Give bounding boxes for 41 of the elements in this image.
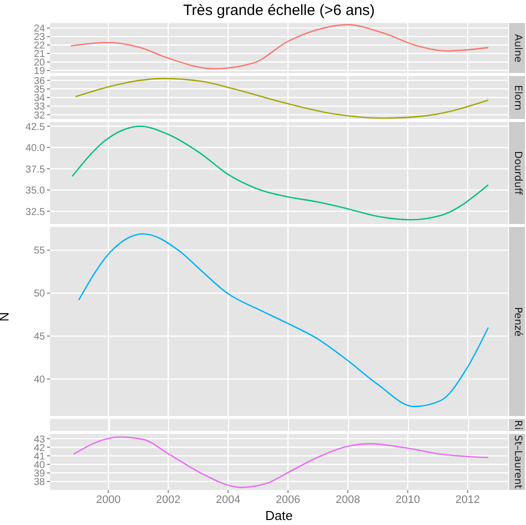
y-tick-label: 19	[34, 66, 46, 78]
text: Ri	[511, 420, 523, 430]
x-tick-label: 2000	[96, 494, 121, 506]
text: Dourduff	[511, 151, 523, 195]
line-series	[73, 436, 489, 488]
y-tick-label: 50	[34, 288, 46, 300]
line-series	[78, 233, 489, 408]
x-tick-label: 2002	[156, 494, 180, 506]
y-tick-label: 40	[34, 374, 46, 386]
chart-title: Très grande échelle (>6 ans)	[182, 2, 376, 19]
x-tick-label: 2004	[216, 494, 240, 506]
x-tick-label: 2006	[276, 494, 300, 506]
y-tick-label: 36	[34, 76, 46, 87]
y-tick-label: 32	[34, 110, 46, 122]
x-tick-label: 2010	[395, 494, 420, 506]
line-series	[70, 24, 489, 70]
y-tick-label: 37.5	[26, 164, 46, 176]
y-tick-label: 42.5	[26, 122, 46, 133]
text: Penzé	[511, 306, 523, 336]
line-series	[74, 78, 489, 119]
y-tick-label: 32.5	[26, 206, 46, 218]
text: Aulne	[511, 34, 523, 62]
y-axis-title: N	[0, 312, 12, 322]
y-tick-label: 35.0	[26, 186, 46, 197]
y-tick-label: 40	[34, 460, 46, 471]
y-tick-label: 39	[34, 468, 46, 480]
y-tick-label: 33	[34, 102, 46, 113]
text: St–Laurent	[511, 435, 523, 489]
x-tick-label: 2008	[336, 494, 360, 506]
y-tick-label: 55	[34, 246, 46, 257]
y-tick-label: 40.0	[26, 143, 46, 154]
y-tick-label: 35	[34, 84, 46, 96]
y-tick-label: 41	[34, 451, 46, 462]
line-series	[72, 126, 489, 220]
y-tick-label: 42	[34, 442, 46, 454]
y-tick-label: 38	[34, 477, 46, 488]
text: Elorn	[511, 84, 523, 110]
y-tick-label: 45	[34, 332, 46, 343]
y-tick-label: 43	[34, 434, 46, 446]
x-axis-title: Date	[265, 508, 293, 523]
x-tick-label: 2012	[455, 494, 480, 506]
